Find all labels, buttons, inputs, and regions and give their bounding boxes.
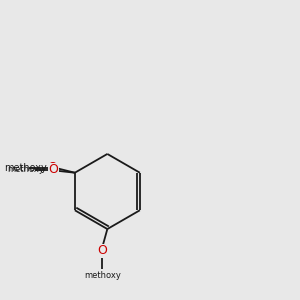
Text: O: O bbox=[47, 161, 57, 174]
Text: O: O bbox=[48, 163, 58, 176]
Text: methoxy: methoxy bbox=[84, 271, 121, 280]
Text: O: O bbox=[98, 244, 107, 257]
Text: methoxy: methoxy bbox=[7, 165, 44, 174]
Text: methoxy: methoxy bbox=[4, 163, 47, 173]
